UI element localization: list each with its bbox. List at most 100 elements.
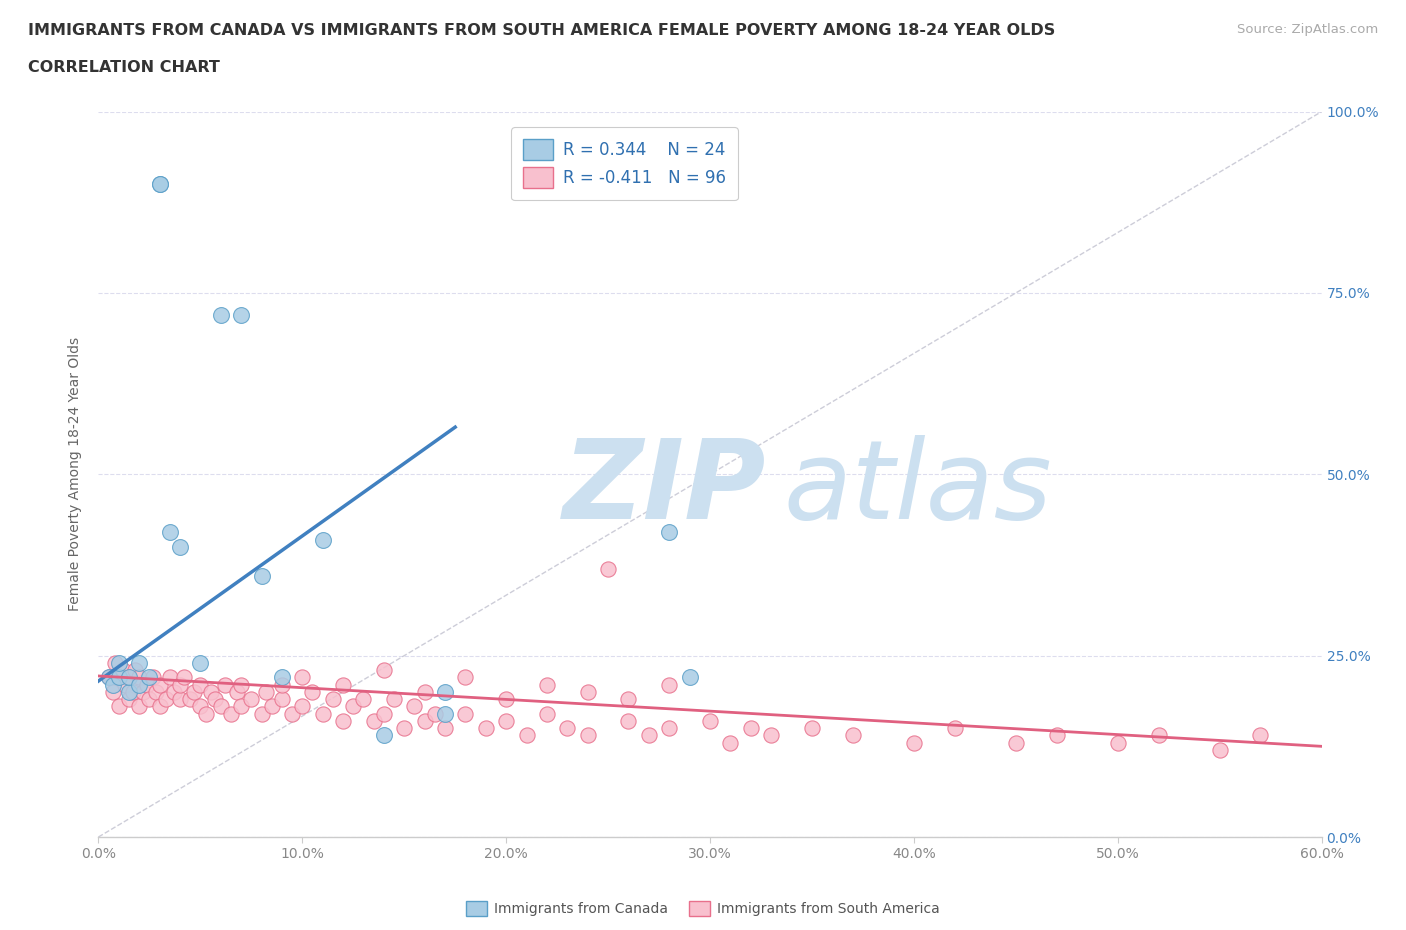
Point: [183, 684, 205, 699]
Point: [495, 713, 517, 728]
Point: [434, 706, 457, 721]
Point: [373, 706, 395, 721]
Point: [188, 699, 212, 714]
Point: [679, 670, 702, 684]
Point: [122, 684, 145, 699]
Point: [699, 713, 721, 728]
Point: [382, 692, 405, 707]
Point: [301, 684, 323, 699]
Point: [658, 677, 681, 692]
Point: [536, 706, 558, 721]
Point: [118, 670, 141, 684]
Point: [1209, 742, 1232, 757]
Point: [312, 532, 335, 547]
Point: [118, 670, 141, 684]
Point: [111, 663, 134, 678]
Point: [658, 525, 681, 539]
Point: [169, 539, 191, 554]
Point: [576, 684, 599, 699]
Point: [250, 568, 273, 583]
Point: [231, 677, 253, 692]
Text: atlas: atlas: [783, 435, 1052, 542]
Point: [312, 706, 335, 721]
Point: [128, 656, 150, 671]
Point: [97, 670, 120, 684]
Point: [638, 728, 661, 743]
Point: [108, 670, 131, 684]
Point: [270, 670, 294, 684]
Point: [943, 721, 966, 736]
Point: [423, 706, 446, 721]
Point: [204, 692, 226, 707]
Point: [342, 699, 364, 714]
Text: CORRELATION CHART: CORRELATION CHART: [28, 60, 219, 75]
Point: [240, 692, 263, 707]
Point: [169, 677, 191, 692]
Point: [163, 684, 186, 699]
Point: [179, 692, 201, 707]
Point: [209, 699, 232, 714]
Point: [332, 677, 354, 692]
Point: [231, 699, 253, 714]
Point: [352, 692, 374, 707]
Point: [291, 670, 314, 684]
Point: [1249, 728, 1271, 743]
Point: [291, 699, 314, 714]
Point: [363, 713, 385, 728]
Y-axis label: Female Poverty Among 18-24 Year Olds: Female Poverty Among 18-24 Year Olds: [69, 338, 83, 611]
Point: [226, 684, 249, 699]
Point: [1045, 728, 1069, 743]
Point: [149, 177, 172, 192]
Text: IMMIGRANTS FROM CANADA VS IMMIGRANTS FROM SOUTH AMERICA FEMALE POVERTY AMONG 18-: IMMIGRANTS FROM CANADA VS IMMIGRANTS FRO…: [28, 23, 1056, 38]
Point: [516, 728, 538, 743]
Point: [761, 728, 783, 743]
Point: [1147, 728, 1170, 743]
Point: [392, 721, 416, 736]
Point: [145, 684, 167, 699]
Point: [169, 692, 191, 707]
Point: [332, 713, 354, 728]
Point: [195, 706, 218, 721]
Point: [434, 721, 457, 736]
Text: Source: ZipAtlas.com: Source: ZipAtlas.com: [1237, 23, 1378, 36]
Point: [149, 177, 172, 192]
Point: [495, 692, 517, 707]
Point: [128, 670, 150, 684]
Point: [720, 736, 742, 751]
Point: [373, 663, 395, 678]
Point: [454, 706, 477, 721]
Point: [118, 692, 141, 707]
Point: [281, 706, 304, 721]
Point: [214, 677, 236, 692]
Point: [598, 561, 620, 576]
Legend: R = 0.344    N = 24, R = -0.411   N = 96: R = 0.344 N = 24, R = -0.411 N = 96: [512, 127, 738, 200]
Point: [373, 728, 395, 743]
Point: [270, 692, 294, 707]
Point: [219, 706, 242, 721]
Point: [404, 699, 426, 714]
Point: [434, 684, 457, 699]
Point: [413, 713, 436, 728]
Point: [159, 525, 181, 539]
Point: [1107, 736, 1129, 751]
Point: [617, 713, 640, 728]
Point: [114, 677, 136, 692]
Point: [124, 663, 146, 678]
Point: [136, 677, 159, 692]
Point: [617, 692, 640, 707]
Point: [200, 684, 222, 699]
Point: [322, 692, 344, 707]
Point: [903, 736, 925, 751]
Point: [155, 692, 177, 707]
Point: [413, 684, 436, 699]
Point: [159, 670, 181, 684]
Point: [557, 721, 579, 736]
Point: [108, 670, 131, 684]
Point: [142, 670, 165, 684]
Point: [108, 699, 131, 714]
Point: [104, 656, 127, 671]
Point: [128, 677, 150, 692]
Point: [173, 670, 195, 684]
Legend: Immigrants from Canada, Immigrants from South America: Immigrants from Canada, Immigrants from …: [460, 895, 946, 923]
Point: [270, 677, 294, 692]
